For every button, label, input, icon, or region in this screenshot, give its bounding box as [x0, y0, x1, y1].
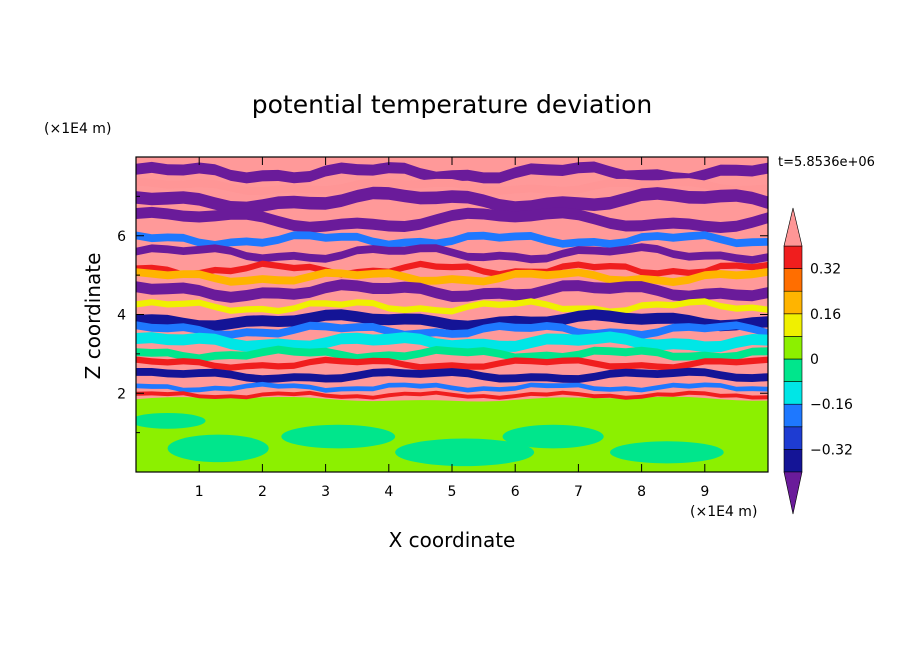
field-band [136, 260, 768, 278]
y-tick-label: 2 [117, 386, 126, 402]
colorbar-swatch [783, 290, 803, 315]
field-band [136, 396, 768, 472]
x-axis-label: X coordinate [389, 528, 516, 552]
x-tick-label: 4 [384, 484, 393, 500]
field-band [136, 390, 768, 400]
colorbar-swatch [783, 358, 803, 382]
colorbar-over-arrow [783, 207, 803, 247]
colorbar-tick-label: 0.16 [810, 307, 841, 323]
colorbar-under-arrow [783, 471, 803, 515]
chart-title: potential temperature deviation [252, 90, 652, 119]
y-unit-label: (×1E4 m) [44, 121, 111, 137]
field-band [136, 186, 768, 215]
field-blob [136, 412, 206, 429]
colorbar-tick-label: −0.16 [810, 397, 853, 413]
x-tick-label: 3 [321, 484, 330, 500]
field-band [136, 177, 768, 196]
field-band [136, 345, 768, 363]
x-tick-label: 1 [195, 484, 204, 500]
field-band [136, 231, 768, 249]
field-band [136, 161, 768, 185]
field-band [136, 279, 768, 303]
field-band [136, 381, 768, 393]
field-band [136, 268, 768, 286]
x-tick-label: 2 [258, 484, 267, 500]
x-unit-label: (×1E4 m) [690, 504, 757, 520]
colorbar-swatch [783, 449, 803, 473]
colorbar-swatch [783, 426, 803, 450]
x-tick-label: 9 [700, 484, 709, 500]
field-blob [167, 434, 269, 463]
y-tick-label: 6 [117, 229, 126, 245]
field-band [136, 243, 768, 264]
field-blob [395, 438, 535, 467]
field-blob [281, 424, 396, 449]
y-axis: 2 4 6 [117, 195, 768, 434]
x-tick-label: 5 [448, 484, 457, 500]
colorbar-swatch [783, 336, 803, 360]
field-band [136, 356, 768, 371]
colorbar-tick-label: 0 [810, 352, 819, 368]
colorbar-swatch [783, 313, 803, 337]
colorbar: 0.32 0.16 0 −0.16 −0.32 [783, 207, 853, 515]
colorbar-swatch [783, 381, 803, 405]
field-blob [502, 424, 604, 449]
y-tick-label: 4 [117, 308, 126, 324]
colorbar-swatch [783, 268, 803, 292]
plot-area [136, 157, 768, 472]
colorbar-swatch [783, 245, 803, 269]
field-band [136, 331, 768, 353]
field-band [136, 367, 768, 384]
field-bands [136, 161, 768, 472]
colorbar-swatch [783, 403, 803, 428]
y-axis-label: Z coordinate [81, 253, 105, 380]
field-band [136, 206, 768, 233]
time-label: t=5.8536e+06 [778, 155, 875, 170]
field-blob [610, 441, 724, 464]
colorbar-tick-label: −0.32 [810, 442, 853, 458]
x-tick-label: 6 [511, 484, 520, 500]
x-axis: 1 2 3 4 5 6 7 8 9 [195, 157, 709, 500]
colorbar-tick-label: 0.32 [810, 262, 841, 278]
x-tick-label: 7 [574, 484, 583, 500]
x-tick-label: 8 [637, 484, 646, 500]
